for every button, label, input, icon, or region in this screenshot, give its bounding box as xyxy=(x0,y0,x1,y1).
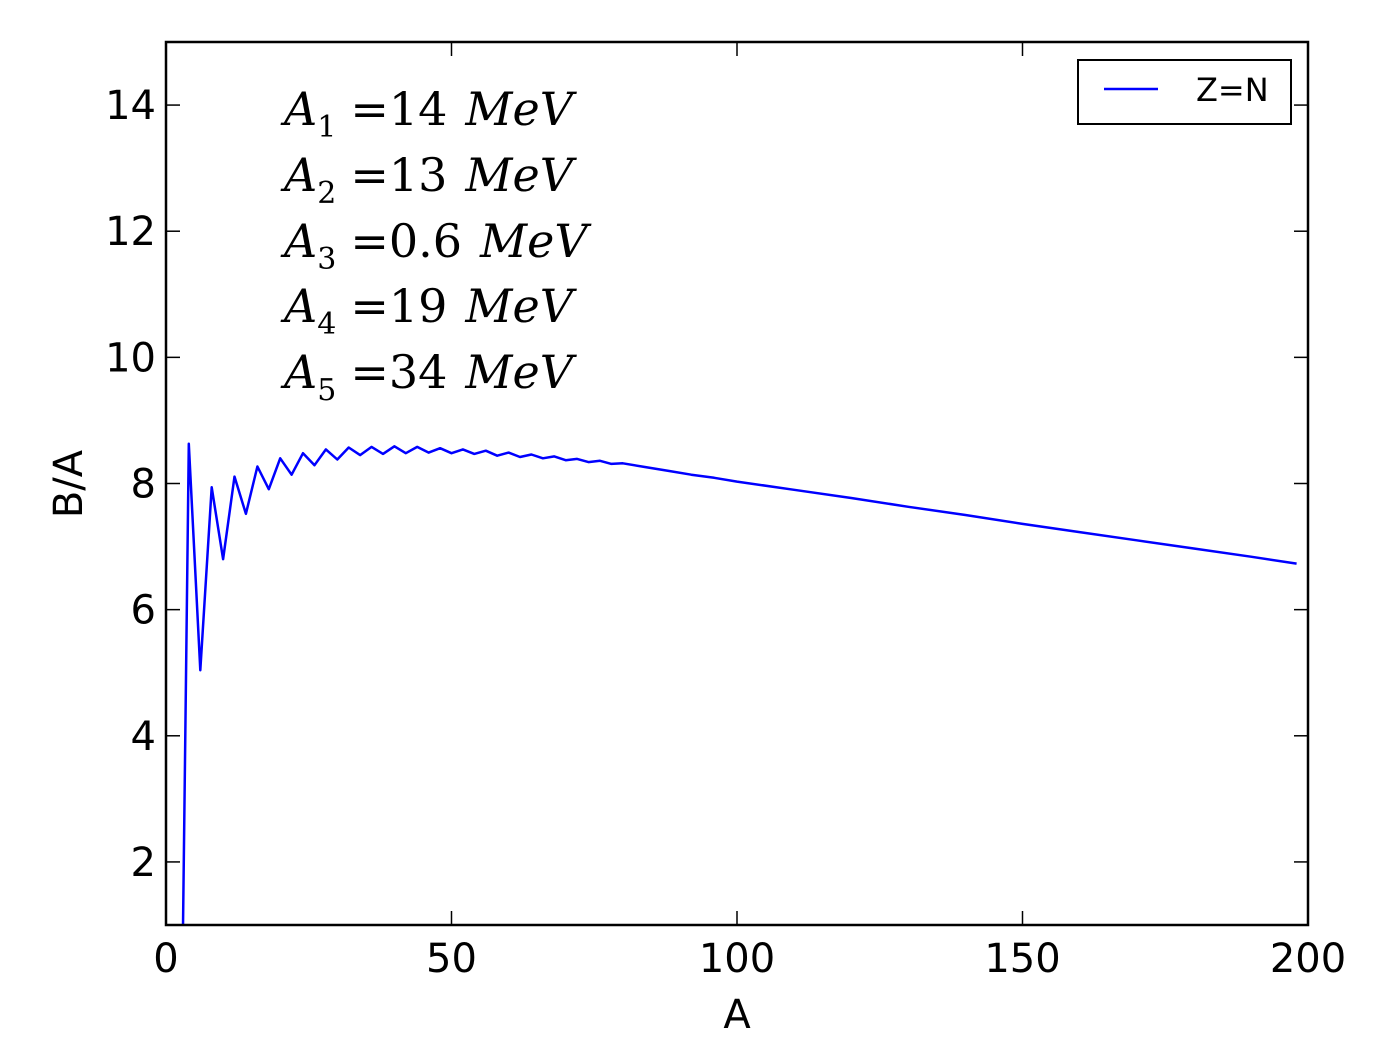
legend: Z=N xyxy=(1077,59,1292,125)
x-tick-label: 200 xyxy=(1270,936,1346,982)
x-tick-labels: 0 50 100 150 200 xyxy=(153,936,1346,982)
y-tick-label: 4 xyxy=(131,714,156,760)
annotation-4: A4 =19 MeV xyxy=(280,279,578,342)
x-tick-label: 100 xyxy=(699,936,775,982)
annotation-2: A2 =13 MeV xyxy=(280,148,578,211)
series-line xyxy=(181,442,1297,925)
y-tick-label: 14 xyxy=(105,83,156,129)
y-tick-label: 2 xyxy=(131,840,156,886)
annotation-3: A3 =0.6 MeV xyxy=(280,214,592,277)
legend-box xyxy=(1077,59,1292,125)
x-axis-label: A xyxy=(723,992,751,1038)
x-tick-label: 150 xyxy=(984,936,1060,982)
y-tick-label: 6 xyxy=(131,588,156,634)
y-tick-label: 12 xyxy=(105,209,156,255)
y-tick-labels: 2 4 6 8 10 12 14 xyxy=(105,83,156,886)
legend-label: Z=N xyxy=(1196,71,1269,109)
x-tick-label: 50 xyxy=(426,936,477,982)
y-axis-label: B/A xyxy=(46,449,92,518)
annotation-5: A5 =34 MeV xyxy=(280,345,578,408)
axis-ticks xyxy=(165,42,1309,925)
y-tick-label: 8 xyxy=(131,462,156,508)
data-line-z-eq-n xyxy=(181,442,1297,925)
y-tick-label: 10 xyxy=(105,335,156,381)
x-tick-label: 0 xyxy=(153,936,178,982)
annotation-1: A1 =14 MeV xyxy=(280,82,578,145)
